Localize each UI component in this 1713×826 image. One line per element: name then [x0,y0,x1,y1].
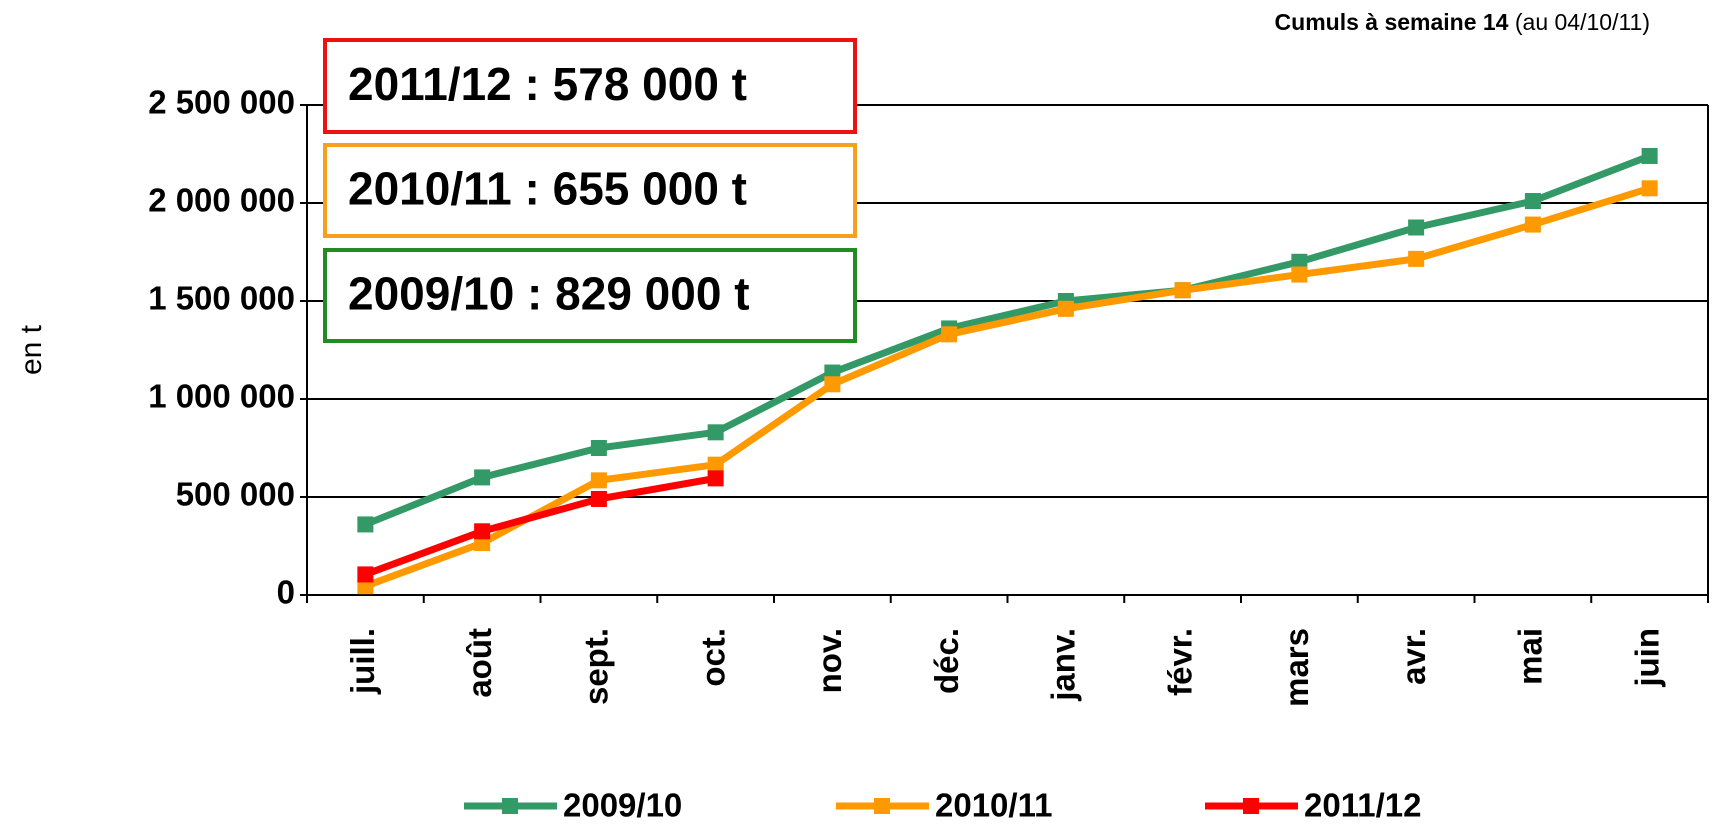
marker [707,456,724,473]
marker [1641,147,1658,164]
marker [1524,193,1541,210]
marker [707,470,724,487]
y-axis-label: en t [15,324,48,375]
annotation-box [323,38,857,134]
series-line [364,152,1651,528]
marker [1057,300,1074,317]
x-tick-label: avr. [1395,628,1432,685]
legend-label: 2009/10 [563,787,682,824]
marker [590,440,607,456]
subtitle-normal: (au 04/10/11) [1515,9,1650,35]
annotation-text: 2011/12 : 578 000 t [348,58,747,110]
y-tick-label: 1 500 000 [148,280,295,317]
marker [1291,253,1308,270]
y-tick-label: 1 000 000 [148,378,295,415]
marker [357,566,374,583]
x-tick-label: oct. [694,628,731,687]
annotation-text: 2009/10 : 829 000 t [348,268,750,320]
marker [357,516,374,533]
marker [1291,266,1308,283]
x-tick-label: juill. [344,628,381,695]
marker [474,523,491,540]
x-tick-label: juin [1628,628,1665,688]
y-tick-label: 500 000 [176,476,295,513]
marker [590,472,607,489]
x-tick-label: janv. [1045,628,1082,702]
marker [1524,216,1541,233]
marker [474,469,491,486]
annotation-box [323,143,857,238]
x-tick-label: nov. [811,628,848,693]
legend-label: 2010/11 [935,787,1052,824]
marker [1408,219,1425,236]
x-tick-label: mars [1278,628,1315,707]
legend-marker [1243,798,1259,814]
annotation-text: 2010/11 : 655 000 t [348,163,747,215]
series-line [364,474,717,578]
x-tick-label: août [461,628,498,698]
legend-label: 2011/12 [1304,787,1421,824]
marker [707,424,724,441]
legend-marker [502,798,518,814]
y-tick-label: 0 [277,574,295,611]
x-tick-label: déc. [928,628,965,694]
marker [824,376,841,393]
y-tick-label: 2 500 000 [148,84,295,121]
x-tick-label: févr. [1161,628,1198,696]
subtitle-bold: Cumuls à semaine 14 [1275,9,1509,35]
x-tick-label: mai [1512,628,1549,685]
marker [590,490,607,507]
marker [941,326,958,343]
marker [1408,250,1425,267]
subtitle: Cumuls à semaine 14 (au 04/10/11) [1275,9,1650,35]
x-tick-label: sept. [578,628,615,705]
series-line [364,184,1651,590]
legend-marker [874,798,890,814]
annotation-box [323,248,857,343]
marker [1174,282,1191,299]
y-tick-label: 2 000 000 [148,182,295,219]
marker [1641,180,1658,197]
